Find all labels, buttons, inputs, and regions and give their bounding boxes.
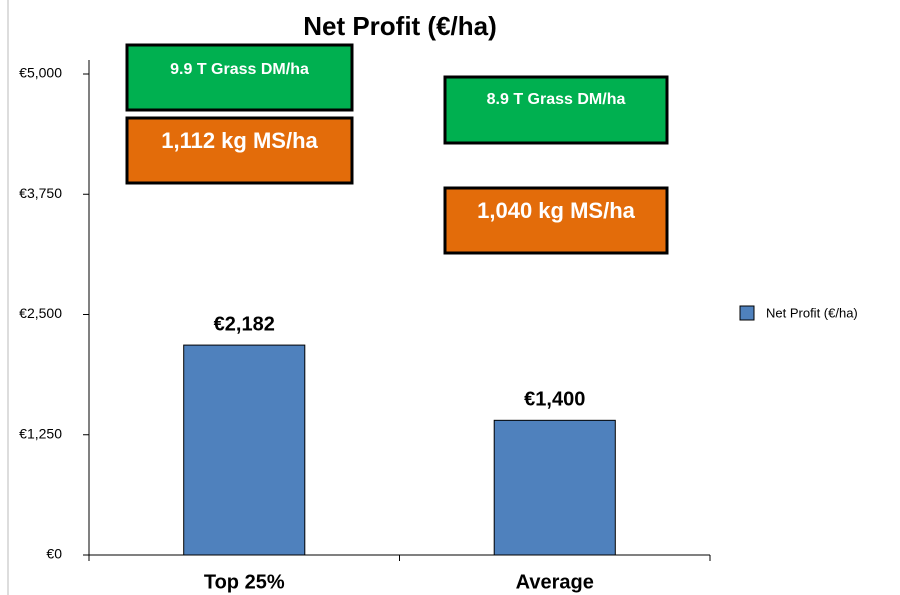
annotation-box bbox=[443, 186, 669, 255]
value-label: €1,400 bbox=[524, 389, 585, 411]
y-tick-label: €3,750 bbox=[19, 185, 62, 201]
chart-title: Net Profit (€/ha) bbox=[303, 11, 497, 41]
y-tick-label: €5,000 bbox=[19, 65, 62, 81]
y-tick-label: €2,500 bbox=[19, 305, 62, 321]
bar bbox=[183, 344, 306, 556]
annotation-text: 8.9 T Grass DM/ha bbox=[487, 91, 626, 108]
legend-swatch bbox=[739, 305, 755, 321]
y-tick-label: €1,250 bbox=[19, 425, 62, 441]
annotation-box bbox=[443, 75, 669, 145]
value-label: €2,182 bbox=[214, 313, 275, 335]
x-tick-label: Top 25% bbox=[204, 571, 285, 593]
y-tick-label: €0 bbox=[46, 546, 62, 562]
x-tick-label: Average bbox=[516, 571, 594, 593]
annotation-box bbox=[125, 116, 354, 185]
bar bbox=[493, 419, 616, 556]
annotation-box bbox=[125, 43, 354, 112]
annotation-text: 1,112 kg MS/ha bbox=[161, 128, 318, 153]
annotation-text: 9.9 T Grass DM/ha bbox=[170, 61, 309, 78]
legend-label: Net Profit (€/ha) bbox=[766, 305, 858, 320]
annotation-text: 1,040 kg MS/ha bbox=[477, 198, 636, 223]
